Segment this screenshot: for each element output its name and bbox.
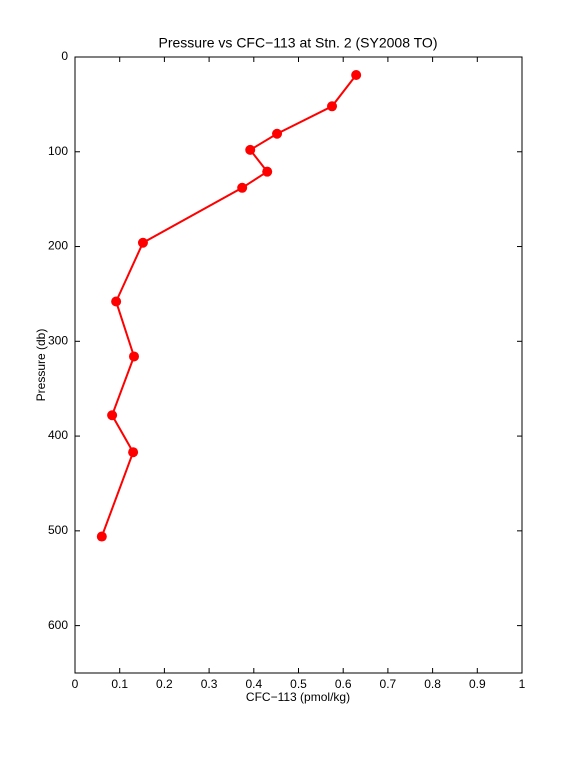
chart-title: Pressure vs CFC−113 at Stn. 2 (SY2008 TO…: [159, 35, 438, 51]
x-tick-label: 0.2: [156, 677, 173, 691]
x-tick-label: 1: [519, 677, 526, 691]
data-point: [128, 447, 139, 458]
y-tick-label: 100: [48, 144, 68, 158]
x-tick-label: 0.9: [469, 677, 486, 691]
data-point: [262, 166, 273, 177]
data-point: [245, 144, 256, 155]
y-tick-label: 500: [48, 523, 68, 537]
x-tick-label: 0: [72, 677, 79, 691]
x-tick-label: 0.6: [335, 677, 352, 691]
x-tick-label: 0.3: [201, 677, 218, 691]
data-point: [351, 70, 362, 81]
data-point: [107, 410, 118, 421]
y-axis-label: Pressure (db): [34, 329, 48, 402]
data-point: [327, 101, 338, 112]
data-point: [237, 182, 248, 193]
y-tick-label: 400: [48, 428, 68, 442]
x-tick-label: 0.5: [290, 677, 307, 691]
data-point: [137, 237, 148, 248]
data-point: [129, 351, 140, 362]
y-tick-label: 300: [48, 333, 68, 347]
x-tick-label: 0.8: [424, 677, 441, 691]
data-point: [272, 128, 283, 139]
x-tick-label: 0.4: [245, 677, 262, 691]
data-point: [111, 296, 122, 307]
data-point: [96, 531, 107, 542]
y-tick-label: 200: [48, 239, 68, 253]
x-tick-label: 0.7: [380, 677, 397, 691]
plot-frame: [74, 56, 523, 674]
data-line: [100, 74, 357, 537]
y-tick-label: 0: [61, 49, 68, 63]
x-axis-label: CFC−113 (pmol/kg): [246, 690, 350, 704]
x-tick-label: 0.1: [111, 677, 128, 691]
y-tick-label: 600: [48, 618, 68, 632]
